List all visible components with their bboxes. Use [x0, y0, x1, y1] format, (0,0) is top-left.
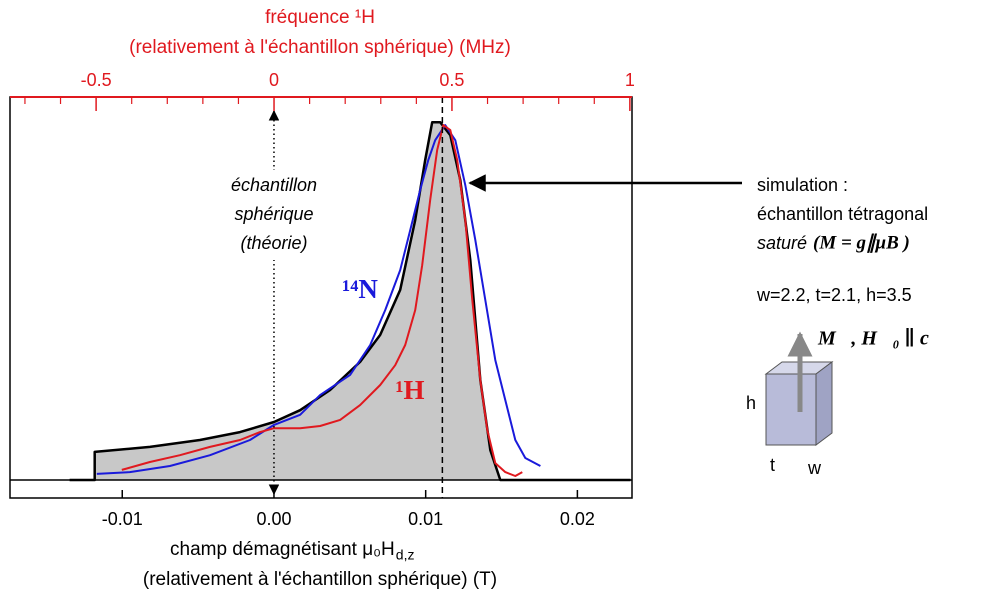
annotation: w: [807, 458, 822, 478]
area: [69, 122, 631, 480]
annotation: échantillon: [231, 175, 317, 195]
annotation: (théorie): [240, 233, 307, 253]
annotation: t: [770, 455, 775, 475]
series-label: ¹H: [395, 375, 424, 405]
series-line: [69, 120, 631, 482]
annotation: w=2.2, t=2.1, h=3.5: [756, 285, 912, 305]
x-tick-label: 0.01: [408, 509, 443, 529]
sample-box: [764, 331, 834, 446]
annotation: simulation :: [757, 175, 848, 195]
annotation: sphérique: [234, 204, 313, 224]
series-line: [96, 124, 541, 475]
annotation: (M = g∥μB ): [813, 232, 910, 253]
label-background: [207, 170, 340, 260]
x2-axis-label: fréquence ¹H: [265, 7, 375, 28]
x2-axis-label: (relativement à l'échantillon sphérique)…: [129, 37, 511, 58]
x2-tick-label: -0.5: [81, 70, 112, 90]
x2-tick-label: 1: [625, 70, 635, 90]
x-tick-label: -0.01: [102, 509, 143, 529]
annotation: h: [746, 393, 756, 413]
series-label: ¹⁴N: [342, 274, 378, 304]
x-axis-label: (relativement à l'échantillon sphérique)…: [143, 569, 497, 590]
x-axis-label-subscript: d,z: [396, 547, 415, 563]
x-tick-label: 0.02: [560, 509, 595, 529]
x2-tick-label: 0.5: [439, 70, 464, 90]
x2-tick-label: 0: [269, 70, 279, 90]
plot-area: échantillon sphérique (théorie) ¹⁴N ¹H -0.01 0…: [9, 70, 635, 529]
annotation: saturé: [757, 233, 807, 253]
x-tick-label: 0.00: [256, 509, 291, 529]
x-axis-label: champ démagnétisant μ₀H: [170, 539, 395, 560]
series-line: [121, 124, 523, 477]
annotation: M⃗, H⃗₀ ∥ c⃗: [817, 328, 944, 350]
annotation: échantillon tétragonal: [757, 204, 928, 224]
